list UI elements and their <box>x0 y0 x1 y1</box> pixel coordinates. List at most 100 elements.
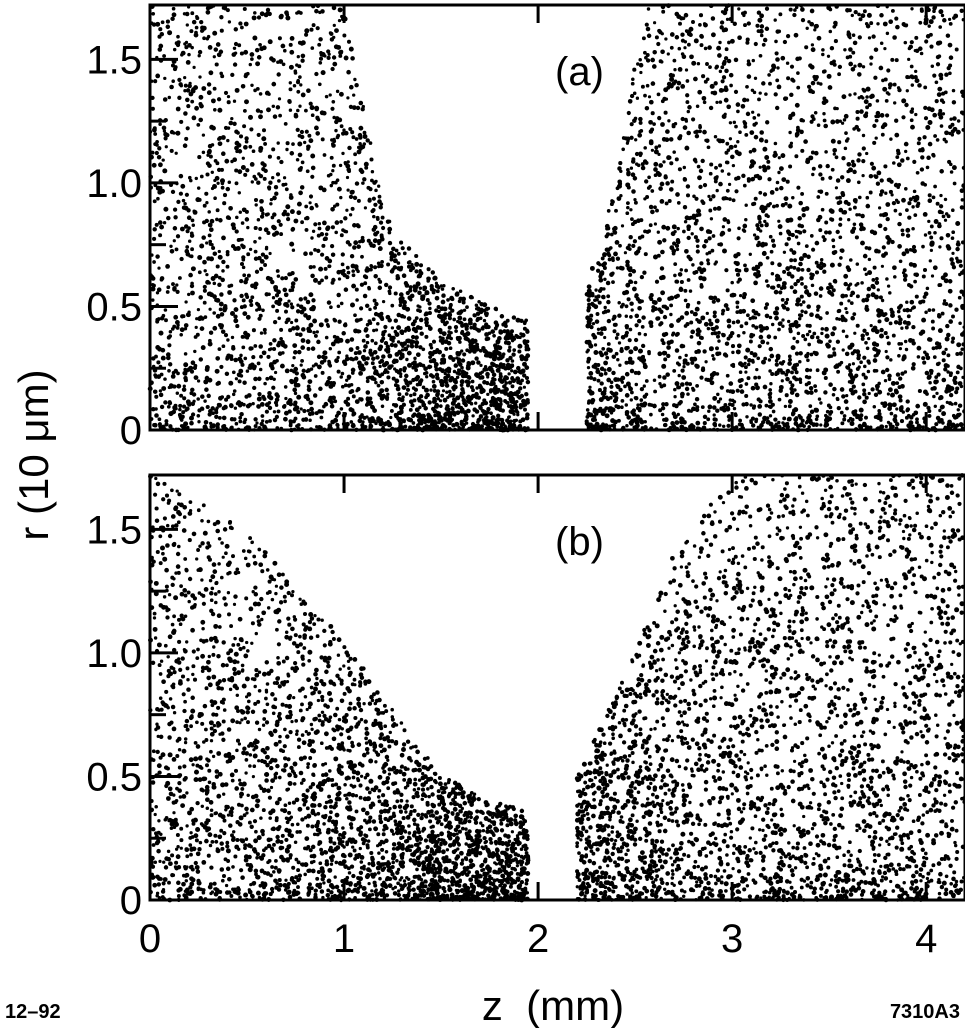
scatter-point <box>790 345 796 351</box>
scatter-point <box>188 365 194 371</box>
scatter-point <box>717 351 722 356</box>
scatter-point <box>153 373 158 377</box>
scatter-point <box>387 230 392 235</box>
scatter-point <box>717 53 722 58</box>
scatter-point <box>255 61 261 67</box>
scatter-point <box>300 358 305 363</box>
scatter-point <box>272 410 277 414</box>
scatter-point <box>364 361 369 366</box>
scatter-point <box>903 339 908 344</box>
scatter-point <box>870 387 875 392</box>
scatter-point <box>172 239 176 243</box>
scatter-point <box>749 420 753 425</box>
scatter-point <box>403 378 408 382</box>
scatter-point <box>437 309 441 314</box>
scatter-point <box>188 175 192 180</box>
scatter-point <box>958 422 964 428</box>
scatter-point <box>199 19 204 25</box>
scatter-point <box>313 222 318 227</box>
scatter-point <box>730 280 734 285</box>
scatter-point <box>241 298 246 303</box>
scatter-point <box>215 42 221 47</box>
scatter-point <box>322 220 327 226</box>
scatter-point <box>713 179 718 184</box>
scatter-point <box>927 219 931 224</box>
scatter-point <box>478 348 483 353</box>
scatter-point <box>586 376 590 380</box>
scatter-point <box>234 168 239 173</box>
scatter-point <box>360 235 365 240</box>
scatter-point <box>945 364 950 368</box>
scatter-point <box>358 371 363 376</box>
scatter-point <box>785 307 790 312</box>
scatter-point <box>928 259 932 263</box>
scatter-point <box>253 376 258 382</box>
scatter-point <box>468 317 473 322</box>
scatter-point <box>591 321 596 326</box>
scatter-point <box>885 335 890 340</box>
scatter-point <box>162 129 167 133</box>
scatter-point <box>317 226 322 231</box>
scatter-point <box>881 78 885 83</box>
scatter-point <box>448 346 453 351</box>
scatter-point <box>832 347 836 351</box>
scatter-point <box>758 334 764 340</box>
scatter-point <box>268 342 273 346</box>
scatter-point <box>275 172 281 177</box>
scatter-point <box>373 265 378 270</box>
scatter-point <box>268 180 273 185</box>
scatter-point <box>948 392 954 398</box>
scatter-point <box>466 331 471 336</box>
scatter-point <box>345 422 350 427</box>
scatter-point <box>331 5 337 11</box>
scatter-point <box>631 243 636 249</box>
scatter-point <box>398 410 403 415</box>
scatter-point <box>158 122 162 127</box>
scatter-point <box>346 96 350 100</box>
scatter-point <box>910 124 915 130</box>
scatter-point <box>183 111 188 116</box>
scatter-point <box>902 273 908 279</box>
scatter-point <box>295 80 301 85</box>
scatter-point <box>161 125 167 131</box>
scatter-point <box>726 324 732 329</box>
scatter-point <box>523 407 527 412</box>
scatter-point <box>673 395 677 399</box>
scatter-point <box>871 277 876 282</box>
scatter-point <box>369 352 374 357</box>
scatter-point <box>357 360 362 366</box>
scatter-point <box>277 316 281 321</box>
scatter-point <box>862 328 867 333</box>
scatter-point <box>218 301 224 307</box>
scatter-point <box>435 289 440 294</box>
scatter-point <box>378 205 383 210</box>
scatter-point <box>272 359 277 365</box>
scatter-point <box>673 121 678 126</box>
scatter-point <box>728 72 734 78</box>
scatter-point <box>626 167 630 172</box>
scatter-point <box>725 188 730 193</box>
scatter-point <box>859 109 864 114</box>
scatter-point <box>940 311 945 316</box>
scatter-point <box>669 303 674 308</box>
scatter-point <box>248 298 254 304</box>
scatter-point <box>372 408 377 413</box>
scatter-point <box>301 417 306 422</box>
scatter-point <box>202 259 207 265</box>
scatter-point <box>269 197 274 202</box>
scatter-point <box>217 282 222 287</box>
scatter-point <box>183 327 188 331</box>
scatter-point <box>205 37 210 41</box>
scatter-point <box>276 409 281 414</box>
scatter-point <box>293 416 298 421</box>
scatter-point <box>180 50 186 56</box>
scatter-point <box>658 163 664 168</box>
scatter-point <box>751 202 756 207</box>
scatter-point <box>399 374 403 379</box>
scatter-point <box>276 72 281 77</box>
scatter-point <box>875 387 879 391</box>
scatter-point <box>333 417 339 423</box>
scatter-point <box>258 227 263 231</box>
scatter-point <box>711 357 716 361</box>
scatter-point <box>820 327 825 331</box>
